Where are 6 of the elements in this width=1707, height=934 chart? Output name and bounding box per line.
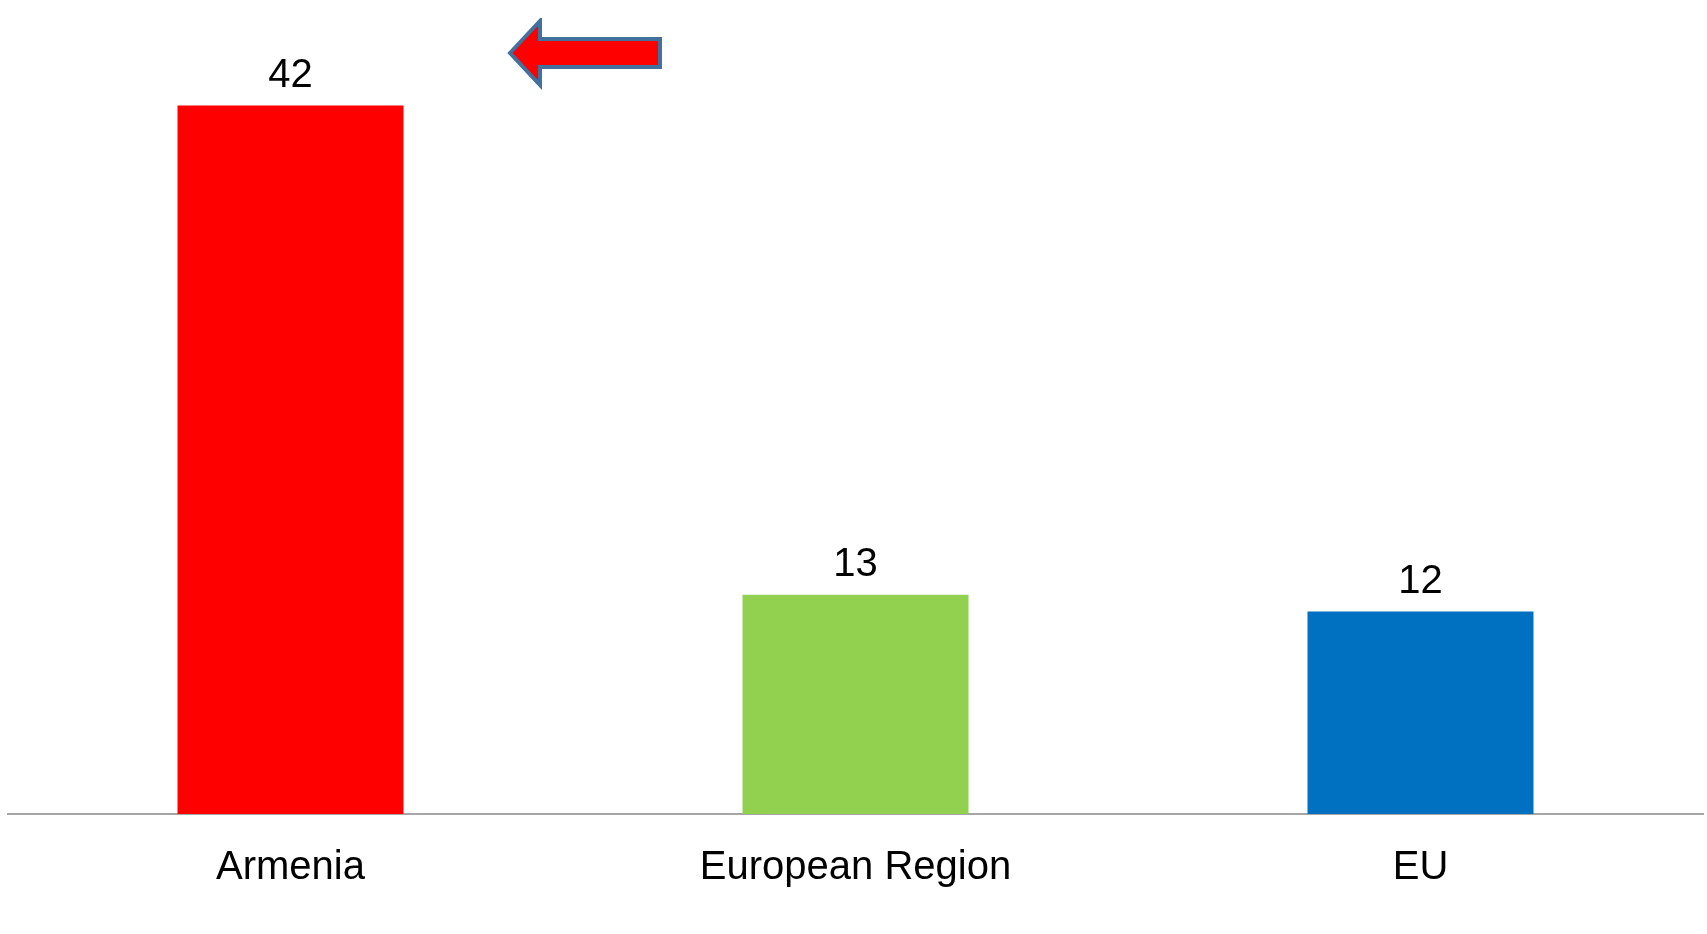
data-label: 42 bbox=[268, 50, 313, 95]
x-tick-label: EU bbox=[1392, 843, 1449, 888]
x-tick-label: European Region bbox=[699, 843, 1012, 888]
data-label: 12 bbox=[1398, 556, 1443, 601]
data-label: 13 bbox=[833, 539, 878, 584]
x-tick-label: Armenia bbox=[216, 843, 366, 888]
